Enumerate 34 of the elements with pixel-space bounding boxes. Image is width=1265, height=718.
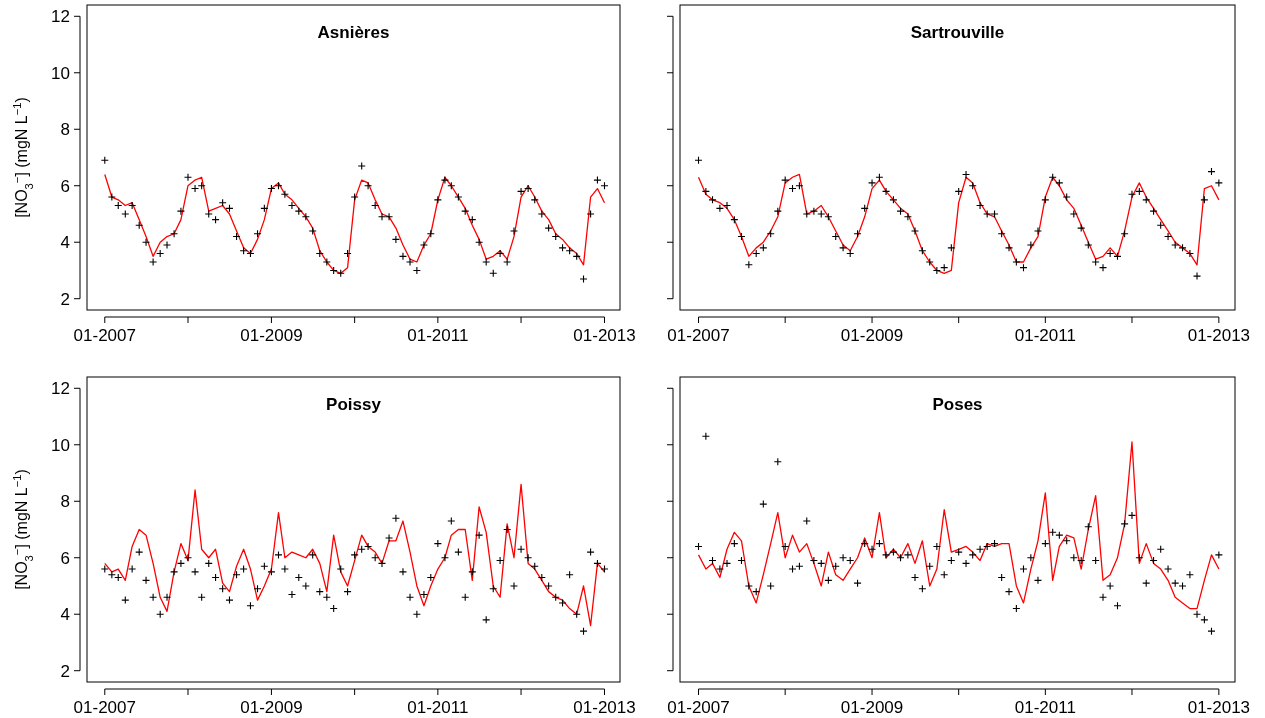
text: Asnières [317,23,390,42]
y-tick-label: 12 [51,7,70,27]
text: Poissy [326,395,382,414]
x-tick-label: 01-2007 [667,698,730,717]
y-tick-label: 12 [51,379,70,399]
x-tick-label: 01-2007 [73,326,136,345]
y-tick-label: 6 [60,548,70,568]
x-tick-label: 01-2013 [1187,326,1251,345]
x-tick-label: 01-2009 [840,326,904,345]
y-tick-label: 8 [60,492,70,512]
y-tick-label: 8 [60,120,70,140]
x-tick-label: 01-2013 [573,698,636,717]
y-tick-label: 10 [51,63,70,83]
line-series [104,173,606,274]
y-tick-label: 2 [60,661,70,681]
x-tick-label: 01-2009 [240,698,303,717]
y-tick-label: 4 [60,233,70,253]
text: Poses [932,395,983,414]
x-tick-label: 01-2013 [1187,698,1251,717]
x-tick-label: 01-2007 [73,698,136,717]
y-tick-label: 10 [51,435,70,455]
y-tick-label: 6 [60,176,70,196]
line-series [104,483,606,627]
y-tick-label: 2 [60,289,70,309]
x-tick-label: 01-2011 [1014,698,1076,717]
x-tick-label: 01-2009 [840,698,904,717]
y-tick-label: 4 [60,605,70,625]
x-tick-label: 01-2007 [667,326,730,345]
x-tick-label: 01-2009 [240,326,303,345]
text: Sartrouville [910,23,1005,42]
x-tick-label: 01-2011 [407,326,469,345]
x-tick-label: 01-2013 [573,326,636,345]
x-tick-label: 01-2011 [1014,326,1076,345]
x-tick-label: 01-2011 [407,698,469,717]
